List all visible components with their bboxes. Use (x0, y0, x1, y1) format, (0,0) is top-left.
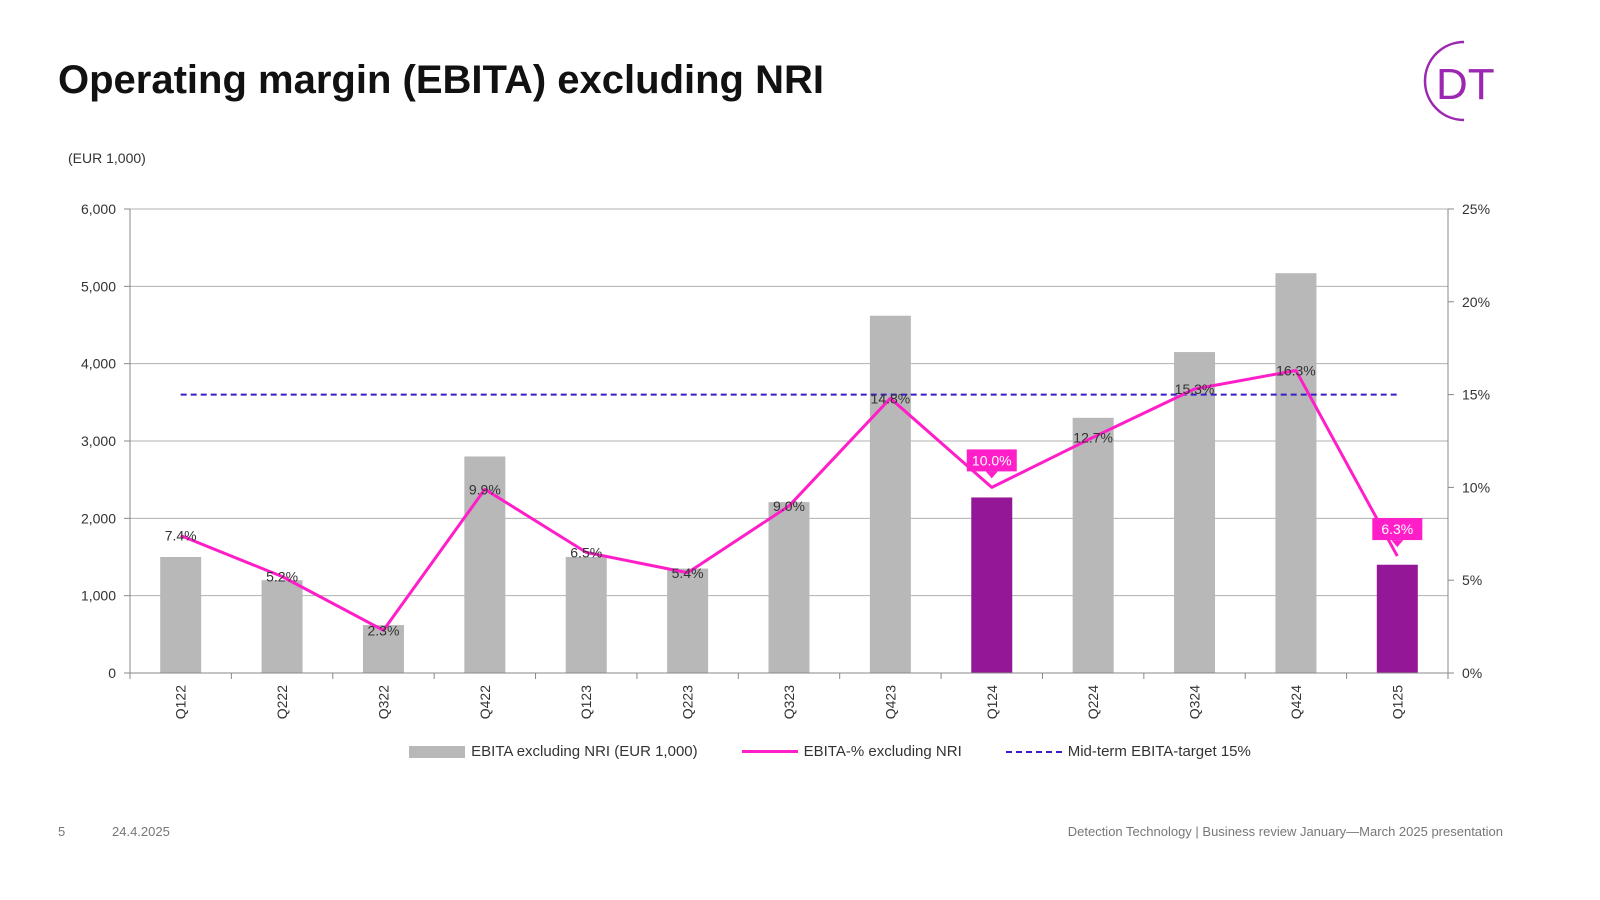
bar (1174, 352, 1216, 673)
data-label: 9.9% (469, 481, 501, 497)
y-tick-label: 6,000 (81, 201, 116, 217)
data-label-box (966, 449, 1017, 472)
y2-tick-label: 15% (1462, 387, 1490, 403)
data-label: 6.5% (570, 544, 602, 560)
x-tick-label: Q122 (173, 685, 189, 719)
page-title: Operating margin (EBITA) excluding NRI (58, 58, 824, 102)
data-label: 16.3% (1276, 362, 1316, 378)
data-label: 5.2% (266, 568, 298, 584)
unit-label: (EUR 1,000) (68, 150, 146, 166)
x-tick-label: Q124 (984, 685, 1000, 719)
x-tick-label: Q322 (375, 685, 391, 719)
data-label: 7.4% (165, 528, 197, 544)
legend-label-bars: EBITA excluding NRI (EUR 1,000) (471, 743, 698, 760)
x-tick-label: Q423 (882, 685, 898, 719)
x-tick-label: Q424 (1288, 685, 1304, 719)
legend-swatch-line (741, 750, 798, 753)
bar (1275, 273, 1317, 673)
y-tick-label: 1,000 (81, 588, 116, 604)
legend-label-target: Mid-term EBITA-target 15% (1067, 743, 1251, 760)
legend-item-target: Mid-term EBITA-target 15% (1005, 743, 1251, 760)
legend-label-line: EBITA-% excluding NRI (803, 743, 962, 760)
x-tick-label: Q323 (781, 685, 797, 719)
data-label: 10.0% (972, 452, 1012, 468)
x-tick-label: Q324 (1187, 685, 1203, 719)
company-logo: DT (1423, 40, 1495, 122)
data-label-box (1372, 518, 1423, 541)
x-tick-label: Q123 (578, 685, 594, 719)
x-tick-label: Q125 (1389, 685, 1405, 719)
legend-item-bars: EBITA excluding NRI (EUR 1,000) (409, 743, 698, 760)
bar (971, 497, 1013, 673)
x-tick-label: Q222 (274, 685, 290, 719)
page-number: 5 (58, 824, 66, 839)
bar (869, 315, 911, 673)
chart: 7.4% 5.2% 2.3% 9.9% 6.5% 5.4% 9.0% 14.8% 10.0% 12… (81, 201, 1490, 719)
y2-tick-label: 5% (1462, 572, 1482, 588)
legend-swatch-target (1005, 750, 1062, 753)
legend-item-line: EBITA-% excluding NRI (741, 743, 962, 760)
bar (362, 625, 404, 673)
data-label: 9.0% (773, 498, 805, 514)
ebita-percent-line (180, 368, 1399, 632)
footer-source: Detection Technology | Business review J… (1067, 824, 1503, 839)
y-tick-label: 4,000 (81, 356, 116, 372)
legend-swatch-bar (409, 745, 466, 758)
y2-tick-label: 0% (1462, 665, 1482, 681)
data-label: 15.3% (1175, 381, 1215, 397)
x-tick-label: Q422 (477, 685, 493, 719)
y-tick-label: 0 (108, 665, 116, 681)
data-label-pointer (985, 471, 998, 479)
legend: EBITA excluding NRI (EUR 1,000) EBITA-% … (0, 743, 1600, 760)
data-label: 12.7% (1073, 429, 1113, 445)
data-label: 2.3% (368, 622, 400, 638)
data-label: 14.8% (871, 390, 911, 406)
bar (160, 557, 202, 673)
bar (1376, 564, 1418, 673)
data-label-pointer (1391, 540, 1404, 548)
y-tick-label: 2,000 (81, 510, 116, 526)
y-tick-label: 5,000 (81, 278, 116, 294)
bar (1072, 417, 1114, 673)
bar (565, 557, 607, 673)
y2-tick-label: 20% (1462, 294, 1490, 310)
bar (464, 456, 506, 673)
footer-date: 24.4.2025 (112, 824, 170, 839)
data-label: 5.4% (672, 565, 704, 581)
y2-tick-label: 25% (1462, 201, 1490, 217)
logo-text: DT (1436, 60, 1495, 109)
bar (768, 502, 810, 673)
x-tick-label: Q223 (680, 685, 696, 719)
y-tick-label: 3,000 (81, 433, 116, 449)
bar (261, 580, 303, 673)
y2-tick-label: 10% (1462, 479, 1490, 495)
x-tick-label: Q224 (1085, 685, 1101, 719)
bar (667, 568, 709, 673)
data-label: 6.3% (1381, 521, 1413, 537)
